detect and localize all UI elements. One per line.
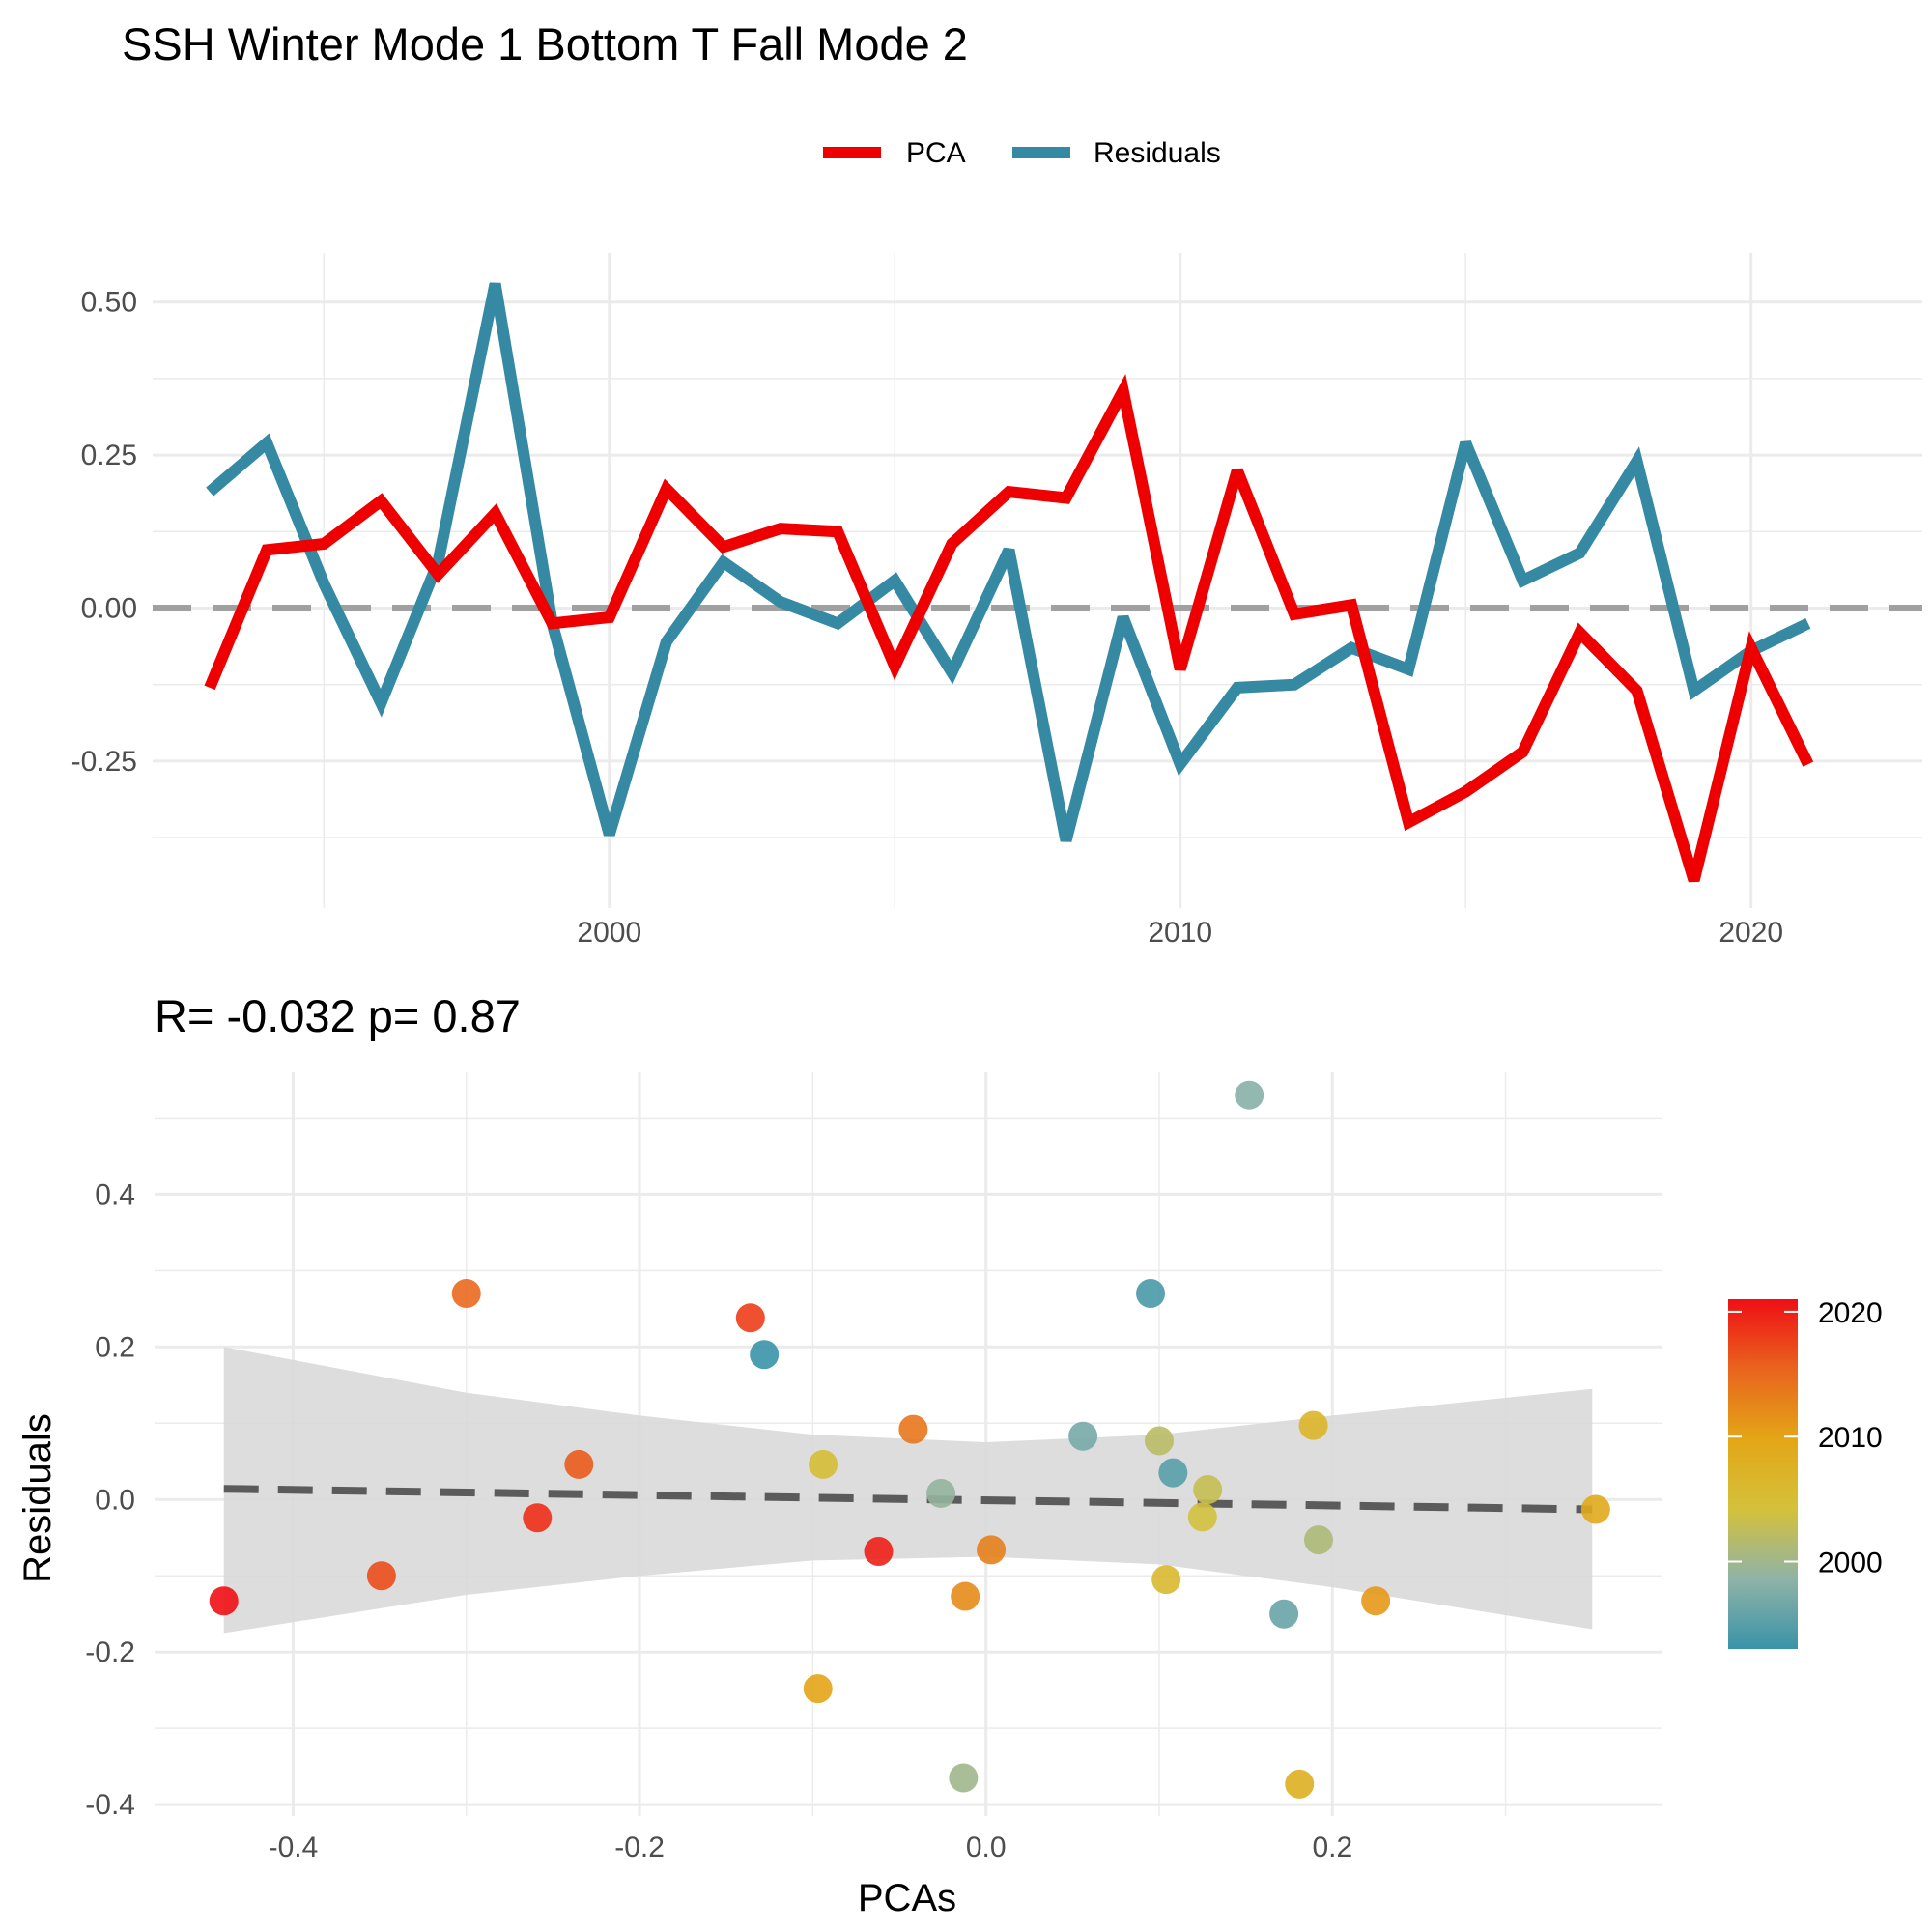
colorbar-tick-label: 2020 (1818, 1297, 1883, 1329)
legend-label-pca: PCA (906, 137, 966, 169)
scatter-point (1303, 1525, 1333, 1555)
colorbar-tick-label: 2010 (1818, 1422, 1883, 1454)
scatter-point (1269, 1599, 1299, 1629)
chart-title: SSH Winter Mode 1 Bottom T Fall Mode 2 (122, 18, 968, 70)
scatter-point (809, 1449, 838, 1479)
y-tick-label: 0.00 (81, 593, 137, 625)
scatter-point (977, 1535, 1007, 1565)
scatter-x-axis: -0.4 -0.2 0.0 0.2 (269, 1832, 1353, 1863)
scatter-point (750, 1340, 780, 1370)
legend-label-residuals: Residuals (1094, 137, 1221, 169)
line-chart-x-axis: 2000 2010 2020 (577, 917, 1783, 949)
scatter-point (735, 1303, 765, 1333)
confidence-ribbon (223, 1347, 1593, 1634)
x-tick-label: 0.2 (1312, 1832, 1352, 1863)
scatter-point (1158, 1458, 1188, 1488)
scatter-point (1068, 1421, 1098, 1451)
y-tick-label: 0.25 (81, 440, 137, 471)
scatter-point (1187, 1502, 1217, 1532)
series-line-residuals (206, 282, 1811, 842)
scatter-point (366, 1561, 396, 1591)
line-chart-series (204, 282, 1814, 883)
scatter-point (803, 1674, 833, 1704)
colorbar: 2000 2010 2020 (1728, 1297, 1883, 1649)
colorbar-tick-label: 2000 (1818, 1548, 1883, 1579)
y-tick-label: 0.0 (95, 1484, 135, 1516)
y-axis-title: Residuals (16, 1413, 59, 1583)
colorbar-gradient (1728, 1299, 1798, 1649)
colorbar-ticks: 2000 2010 2020 (1728, 1297, 1883, 1579)
y-tick-label: -0.4 (85, 1789, 135, 1821)
scatter-point (949, 1763, 979, 1793)
x-tick-label: 2020 (1719, 917, 1783, 949)
correlation-annotation: R= -0.032 p= 0.87 (155, 990, 521, 1041)
scatter-point (1298, 1410, 1328, 1440)
y-tick-label: 0.4 (95, 1179, 135, 1210)
scatter-panel: R= -0.032 p= 0.87 -0.4 -0.2 0.0 0.2 0.4 -0.4… (16, 990, 1662, 1919)
scatter-point (926, 1478, 956, 1508)
x-tick-label: 0.0 (966, 1832, 1007, 1863)
scatter-point (951, 1581, 980, 1611)
fit-line (223, 1485, 1593, 1514)
scatter-point (1145, 1426, 1174, 1456)
y-tick-label: 0.50 (81, 287, 137, 319)
x-tick-label: -0.4 (269, 1832, 319, 1863)
y-tick-label: -0.25 (71, 746, 137, 778)
scatter-point (451, 1279, 481, 1309)
scatter-y-axis: -0.4 -0.2 0.0 0.2 0.4 (85, 1179, 135, 1821)
x-tick-label: 2000 (577, 917, 641, 949)
scatter-point (209, 1586, 239, 1616)
line-chart-grid (153, 253, 1922, 908)
x-tick-label: 2010 (1148, 917, 1212, 949)
scatter-point (1361, 1586, 1391, 1616)
line-chart-panel: -0.25 0.00 0.25 0.50 2000 2010 2020 (71, 253, 1922, 949)
scatter-point (898, 1414, 928, 1444)
scatter-point (864, 1536, 894, 1566)
scatter-point (1136, 1279, 1166, 1309)
line-chart-y-axis: -0.25 0.00 0.25 0.50 (71, 287, 137, 778)
scatter-point (1151, 1565, 1181, 1595)
y-tick-label: -0.2 (85, 1636, 135, 1668)
y-tick-label: 0.2 (95, 1331, 135, 1363)
scatter-points (209, 1080, 1610, 1799)
ci-band (223, 1347, 1593, 1634)
scatter-point (523, 1503, 553, 1533)
scatter-point (564, 1449, 594, 1479)
regression-line (223, 1485, 1593, 1514)
scatter-point (1235, 1080, 1264, 1110)
scatter-point (1580, 1494, 1610, 1524)
legend: PCA Residuals (823, 137, 1221, 169)
x-tick-label: -0.2 (614, 1832, 665, 1863)
scatter-point (1193, 1474, 1223, 1504)
series-line-pca (204, 374, 1814, 883)
x-axis-title: PCAs (858, 1877, 956, 1919)
scatter-point (1285, 1769, 1315, 1799)
